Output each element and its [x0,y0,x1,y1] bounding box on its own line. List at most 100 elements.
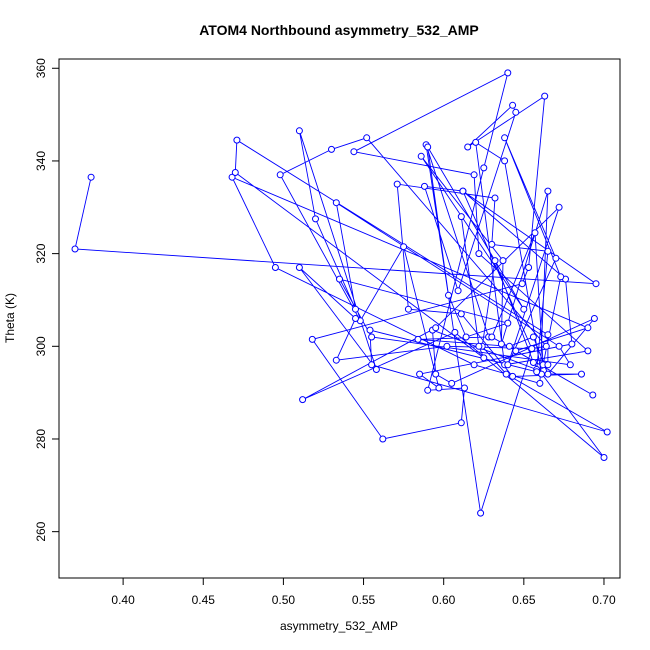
data-point [499,257,507,265]
data-point [233,136,241,144]
data-point [544,331,552,339]
data-point [352,315,359,322]
data-point [457,213,465,221]
series-lines [74,72,608,514]
data-point [477,509,485,517]
data-point [368,361,376,369]
data-point [568,340,576,348]
data-point [475,250,483,258]
data-point [295,264,303,271]
data-point [379,435,387,443]
data-point [308,335,316,343]
data-point [497,340,505,348]
x-tick-label: 0.45 [192,593,216,607]
data-point [336,275,343,283]
y-axis-label: Theta (K) [3,293,17,343]
x-tick-label: 0.55 [352,593,376,607]
data-point [512,108,520,116]
data-point [578,370,585,378]
y-tick-label: 280 [34,429,48,449]
y-tick-label: 300 [34,336,48,356]
data-point [488,333,496,341]
x-tick-label: 0.70 [592,593,616,607]
data-point [509,372,517,380]
data-point [299,396,307,404]
data-point [544,361,552,369]
data-point [518,280,526,288]
data-point [557,273,565,281]
data-point [350,148,358,156]
data-point [228,173,236,181]
x-axis: 0.40 0.45 0.50 0.55 0.60 0.65 0.70 [111,578,616,607]
data-point [368,333,376,341]
data-point [480,164,488,172]
data-point [501,157,509,165]
data-point [470,361,478,369]
plot-frame [58,58,621,579]
data-point [520,305,528,313]
data-point [332,356,340,364]
data-point [462,333,470,341]
data-point [424,386,432,394]
data-point [480,354,488,362]
data-point [470,171,478,179]
data-point [504,361,512,369]
data-point [366,326,374,334]
data-point [491,194,499,202]
data-point [363,134,371,142]
data-point [552,254,560,262]
data-point [448,379,456,387]
data-point [509,101,517,109]
data-point [544,247,552,255]
data-point [461,384,468,392]
data-point [400,243,408,251]
data-point [87,173,95,181]
data-point [393,180,401,188]
data-point [432,324,440,332]
data-point [512,347,520,355]
data-point [421,182,428,190]
y-tick-label: 320 [34,243,48,263]
y-tick-label: 340 [34,151,48,171]
data-point [416,370,424,378]
data-point [332,199,340,207]
data-point [372,366,380,373]
data-point [417,152,425,160]
data-point [603,428,611,436]
data-point [590,315,598,322]
data-point [529,333,537,341]
data-point [231,169,239,176]
data-point [600,454,608,461]
data-point [457,310,465,318]
data-point [443,342,451,350]
data-point [541,92,549,100]
data-point [276,171,284,179]
data-point [435,384,443,392]
data-point [454,287,462,295]
x-tick-label: 0.40 [111,593,135,607]
data-point [531,229,539,237]
data-point [464,143,472,151]
data-point [584,347,592,355]
data-point [404,305,412,313]
data-point [445,291,452,299]
data-point [589,391,597,399]
data-point [536,379,544,387]
data-point [504,319,512,327]
data-point [542,342,550,350]
data-point [533,368,541,376]
x-tick-label: 0.60 [432,593,456,607]
data-point [584,324,592,332]
series-line [74,72,608,514]
data-point [295,127,303,135]
data-point [312,215,319,223]
chart-title: ATOM4 Northbound asymmetry_532_AMP [199,22,479,38]
data-point [71,245,79,253]
data-point [555,203,563,211]
data-point [504,69,512,77]
data-point [502,370,510,378]
series-points [71,69,611,517]
x-tick-label: 0.50 [272,593,296,607]
